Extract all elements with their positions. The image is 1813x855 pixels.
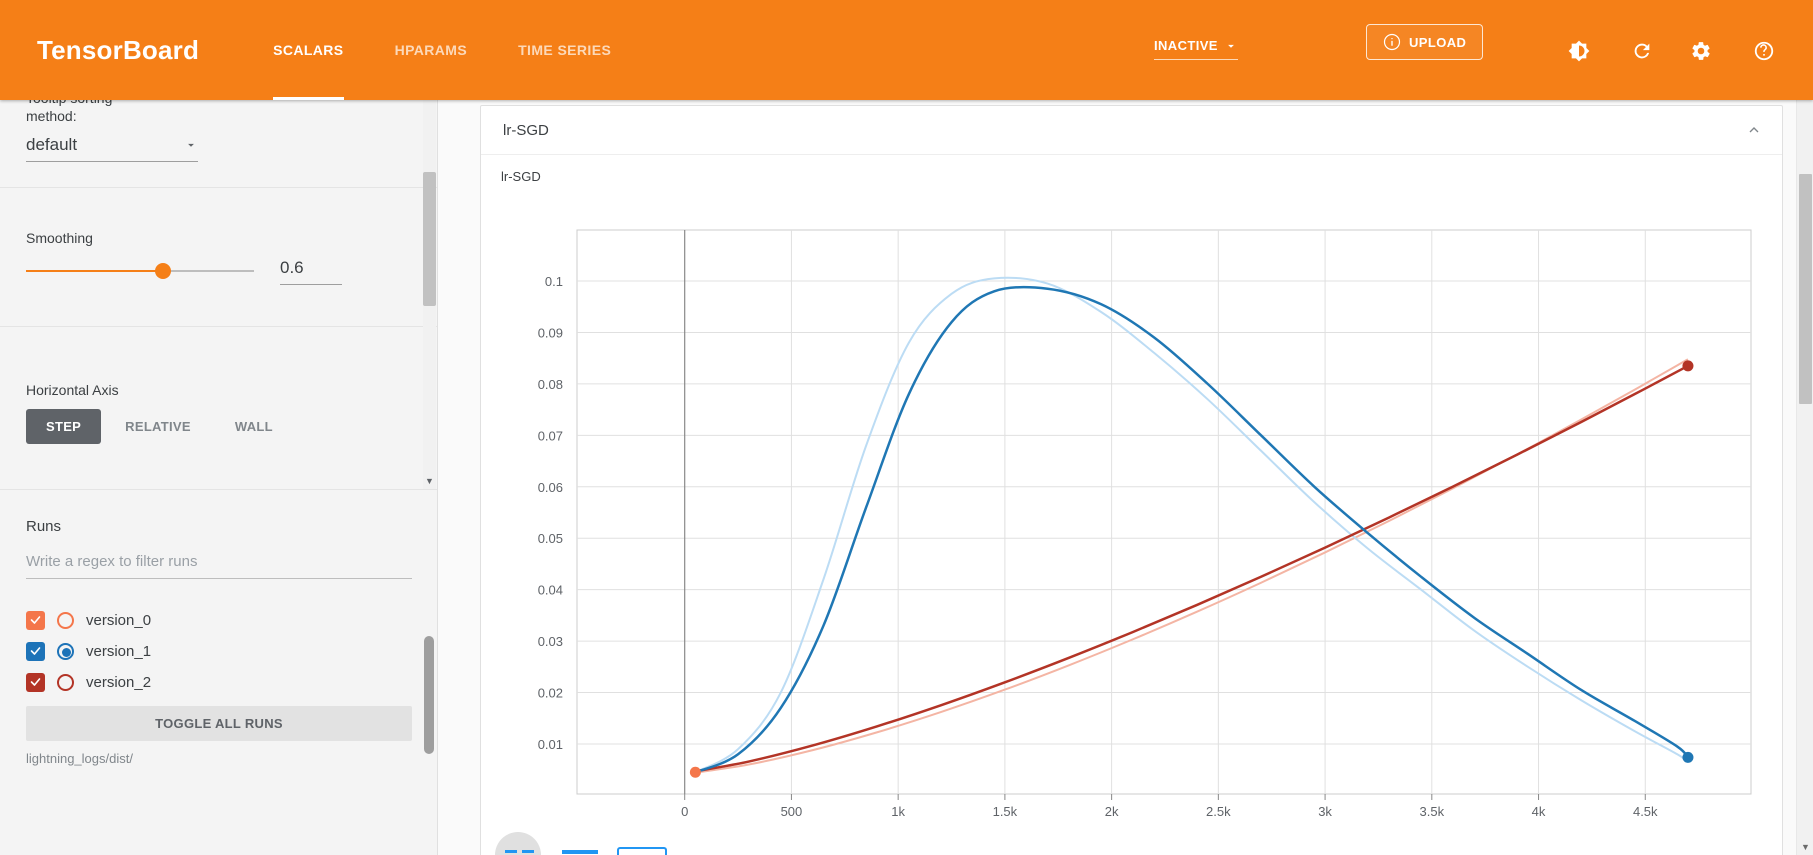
svg-text:0.09: 0.09	[538, 325, 563, 340]
svg-text:3.5k: 3.5k	[1420, 804, 1445, 819]
svg-text:2.5k: 2.5k	[1206, 804, 1231, 819]
svg-text:0: 0	[681, 804, 688, 819]
svg-text:4.5k: 4.5k	[1633, 804, 1658, 819]
svg-text:3k: 3k	[1318, 804, 1332, 819]
svg-text:0.1: 0.1	[545, 274, 563, 289]
svg-text:500: 500	[781, 804, 803, 819]
svg-text:1k: 1k	[891, 804, 905, 819]
svg-text:0.07: 0.07	[538, 428, 563, 443]
svg-text:0.06: 0.06	[538, 480, 563, 495]
svg-text:0.01: 0.01	[538, 737, 563, 752]
svg-text:0.03: 0.03	[538, 634, 563, 649]
svg-text:1.5k: 1.5k	[993, 804, 1018, 819]
svg-text:4k: 4k	[1532, 804, 1546, 819]
svg-text:0.05: 0.05	[538, 531, 563, 546]
svg-text:2k: 2k	[1105, 804, 1119, 819]
svg-text:0.04: 0.04	[538, 583, 563, 598]
svg-text:0.02: 0.02	[538, 686, 563, 701]
svg-text:0.08: 0.08	[538, 377, 563, 392]
